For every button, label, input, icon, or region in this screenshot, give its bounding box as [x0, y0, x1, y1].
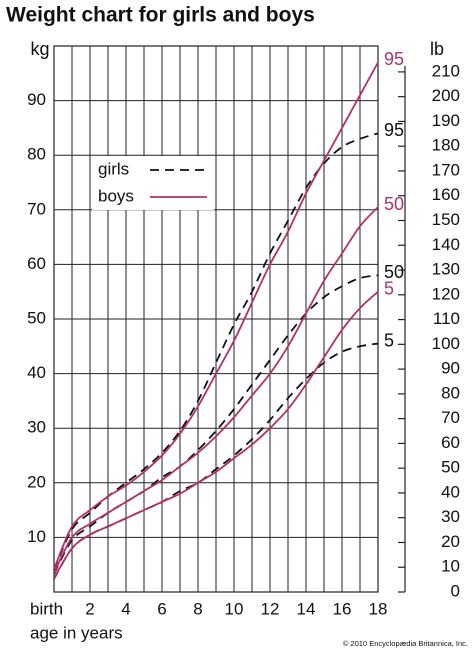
y2-tick-label: 0 — [451, 581, 460, 600]
y2-tick-label: 50 — [441, 458, 460, 477]
legend-label: boys — [98, 186, 134, 205]
x-tick-label: 12 — [261, 599, 280, 618]
x-tick-label: 14 — [297, 599, 316, 618]
y2-tick-label: 210 — [432, 61, 460, 80]
x-tick-label: 16 — [333, 599, 352, 618]
curve-label: 5 — [384, 278, 394, 298]
y2-tick-label: 180 — [432, 136, 460, 155]
credit: © 2010 Encyclopædia Britannica, Inc. — [343, 639, 468, 648]
curve-label: 95 — [384, 120, 404, 140]
y2-tick-label: 200 — [432, 86, 460, 105]
y2-tick-label: 40 — [441, 482, 460, 501]
x-tick-label: 4 — [121, 599, 130, 618]
y2-tick-label: 170 — [432, 160, 460, 179]
x-tick-label: 6 — [157, 599, 166, 618]
curve — [53, 206, 379, 574]
y-tick-label: 70 — [27, 199, 46, 218]
y-tick-label: 90 — [27, 90, 46, 109]
y2-tick-label: 190 — [432, 111, 460, 130]
x-tick-label: birth — [30, 599, 63, 618]
curve-label: 95 — [384, 49, 404, 69]
x-tick-label: 10 — [225, 599, 244, 618]
y2-axis-label: lb — [430, 39, 444, 59]
y-tick-label: 50 — [27, 308, 46, 327]
y-tick-label: 80 — [27, 145, 46, 164]
y2-tick-label: 110 — [433, 309, 460, 328]
y2-tick-label: 140 — [432, 235, 460, 254]
y-tick-label: 40 — [27, 363, 46, 382]
y2-tick-label: 90 — [441, 359, 460, 378]
curve-label: 5 — [384, 330, 394, 350]
y2-tick-label: 160 — [432, 185, 460, 204]
y2-tick-label: 60 — [441, 433, 460, 452]
y2-tick-label: 120 — [432, 284, 460, 303]
y-tick-label: 10 — [27, 527, 46, 546]
y2-tick-label: 80 — [441, 383, 460, 402]
curve-label: 50 — [384, 262, 404, 282]
x-tick-label: 8 — [193, 599, 202, 618]
y-tick-label: 60 — [27, 254, 46, 273]
y-tick-label: 20 — [27, 472, 46, 491]
plot-frame — [53, 45, 379, 593]
y2-tick-label: 150 — [432, 210, 460, 229]
y-tick-label: 30 — [27, 418, 46, 437]
y2-tick-label: 100 — [432, 334, 460, 353]
y2-tick-label: 10 — [441, 557, 460, 576]
legend-box — [92, 156, 214, 210]
x-tick-label: 18 — [369, 599, 388, 618]
chart-title: Weight chart for girls and boys — [6, 4, 315, 27]
curve — [53, 61, 379, 570]
y2-tick-label: 70 — [441, 408, 460, 427]
y2-tick-label: 130 — [432, 260, 460, 279]
y2-tick-label: 30 — [441, 507, 460, 526]
curve-label: 50 — [384, 194, 404, 214]
curve — [53, 291, 379, 579]
y-axis-label: kg — [30, 39, 49, 59]
y2-tick-label: 20 — [441, 532, 460, 551]
x-axis-label: age in years — [30, 623, 123, 642]
x-tick-label: 2 — [85, 599, 94, 618]
legend-label: girls — [98, 159, 129, 178]
